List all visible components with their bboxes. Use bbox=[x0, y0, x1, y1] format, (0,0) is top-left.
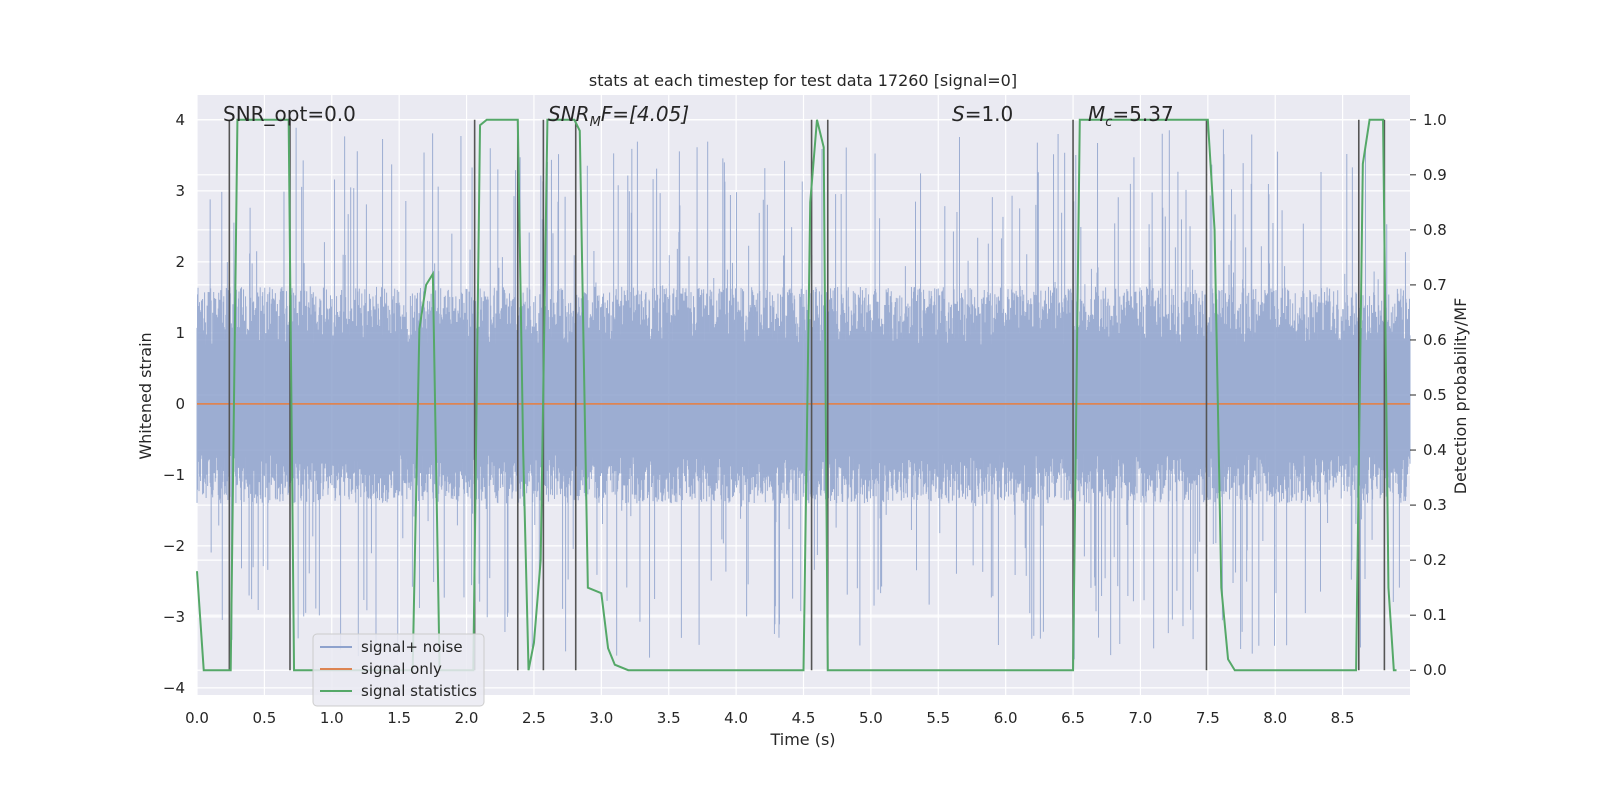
y-right-tick-label: 0.2 bbox=[1423, 551, 1447, 569]
legend-label-signal-only: signal only bbox=[361, 660, 442, 678]
y-left-tick-label: 3 bbox=[175, 182, 185, 200]
y-right-tick-label: 0.3 bbox=[1423, 496, 1447, 514]
y-right-tick-label: 0.4 bbox=[1423, 441, 1447, 459]
x-tick-label: 0.0 bbox=[185, 709, 209, 727]
annotation-s-value: =1.0 bbox=[965, 102, 1014, 126]
y-left-tick-label: −2 bbox=[163, 537, 185, 555]
y-left-tick-label: −3 bbox=[163, 608, 185, 626]
y-left-axis-label: Whitened strain bbox=[136, 332, 155, 459]
x-tick-label: 5.5 bbox=[926, 709, 950, 727]
legend-label-signal-statistics: signal statistics bbox=[361, 682, 477, 700]
x-tick-label: 7.0 bbox=[1129, 709, 1153, 727]
y-right-tick-label: 0.0 bbox=[1423, 661, 1447, 679]
y-right-tick-label: 0.6 bbox=[1423, 331, 1447, 349]
annotation-snr-mf: SNRMF=[4.05] bbox=[548, 102, 689, 130]
x-tick-label: 8.5 bbox=[1331, 709, 1355, 727]
annotation-snr-opt: SNR_opt=0.0 bbox=[223, 102, 356, 126]
annotation-s: S=1.0 bbox=[952, 102, 1013, 126]
legend: signal+ noise signal only signal statist… bbox=[312, 633, 485, 707]
annotation-mc-base: M bbox=[1088, 102, 1105, 126]
y-right-tick-label: 0.1 bbox=[1423, 606, 1447, 624]
y-right-tick-label: 0.7 bbox=[1423, 276, 1447, 294]
x-axis-label: Time (s) bbox=[769, 730, 835, 749]
annotation-snr-mf-rest: F=[4.05] bbox=[601, 102, 689, 126]
x-tick-label: 1.5 bbox=[387, 709, 411, 727]
y-right-tick-label: 0.9 bbox=[1423, 166, 1447, 184]
chart-title: stats at each timestep for test data 172… bbox=[589, 71, 1017, 90]
y-left-tick-labels: 4 3 2 1 0 −1 −2 −3 −4 bbox=[163, 111, 185, 697]
y-right-axis-label: Detection probability/MF bbox=[1451, 298, 1470, 495]
x-tick-label: 3.0 bbox=[589, 709, 613, 727]
y-left-tick-label: 4 bbox=[175, 111, 185, 129]
annotation-snr-mf-sub: M bbox=[590, 115, 601, 130]
annotation-snr-mf-base: SNR bbox=[548, 102, 590, 126]
y-left-tick-label: −1 bbox=[163, 466, 185, 484]
x-tick-label: 8.0 bbox=[1263, 709, 1287, 727]
x-tick-label: 4.5 bbox=[792, 709, 816, 727]
legend-box bbox=[312, 633, 485, 707]
x-tick-label: 6.0 bbox=[994, 709, 1018, 727]
y-left-tick-label: 0 bbox=[175, 395, 185, 413]
x-tick-label: 1.0 bbox=[320, 709, 344, 727]
y-right-tick-label: 0.5 bbox=[1423, 386, 1447, 404]
legend-label-signal-noise: signal+ noise bbox=[361, 638, 463, 656]
x-tick-label: 7.5 bbox=[1196, 709, 1220, 727]
y-right-tick-labels: 1.0 0.9 0.8 0.7 0.6 0.5 0.4 0.3 0.2 0.1 0.0 bbox=[1410, 111, 1447, 679]
annotation-s-label: S bbox=[952, 102, 965, 126]
x-tick-label: 2.0 bbox=[455, 709, 479, 727]
x-tick-label: 4.0 bbox=[724, 709, 748, 727]
x-tick-labels: 0.0 0.5 1.0 1.5 2.0 2.5 3.0 3.5 4.0 4.5 5.0 5.5 6.0 6… bbox=[185, 709, 1354, 727]
y-right-tick-label: 1.0 bbox=[1423, 111, 1447, 129]
y-right-tick-label: 0.8 bbox=[1423, 221, 1447, 239]
x-tick-label: 3.5 bbox=[657, 709, 681, 727]
annotation-mc: Mc=5.37 bbox=[1088, 102, 1174, 130]
y-left-tick-label: 2 bbox=[175, 253, 185, 271]
vertical-markers bbox=[228, 119, 1386, 671]
x-tick-label: 0.5 bbox=[252, 709, 276, 727]
y-left-tick-label: −4 bbox=[163, 679, 185, 697]
annotation-mc-value: =5.37 bbox=[1112, 102, 1173, 126]
x-tick-label: 5.0 bbox=[859, 709, 883, 727]
y-left-tick-label: 1 bbox=[175, 324, 185, 342]
annotation-mc-sub: c bbox=[1105, 115, 1112, 130]
x-tick-label: 6.5 bbox=[1061, 709, 1085, 727]
x-tick-label: 2.5 bbox=[522, 709, 546, 727]
